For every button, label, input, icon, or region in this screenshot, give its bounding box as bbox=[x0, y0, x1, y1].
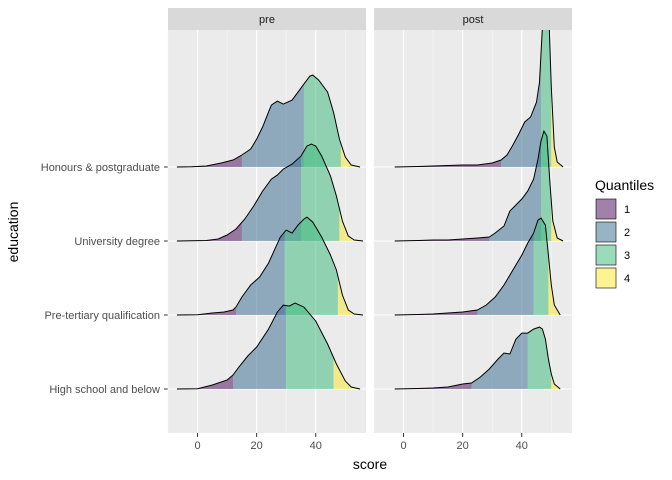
x-tick-label: 0 bbox=[194, 440, 200, 452]
ridge-university-degree bbox=[394, 129, 564, 242]
quantile-2-area bbox=[489, 141, 541, 241]
facet-panel-pre: pre bbox=[167, 8, 366, 433]
legend-key-2 bbox=[595, 221, 617, 243]
quantile-4-area bbox=[337, 276, 363, 315]
legend: Quantiles 1 2 3 4 bbox=[595, 177, 654, 289]
x-tick-label: 40 bbox=[310, 440, 322, 452]
facet-strip bbox=[374, 8, 572, 30]
y-tick-label: Honours & postgraduate bbox=[41, 162, 160, 174]
density-outline bbox=[394, 30, 564, 168]
quantile-1-area bbox=[394, 310, 478, 315]
legend-key-1 bbox=[595, 198, 617, 220]
density-outline bbox=[176, 216, 364, 316]
facet-strip-label: pre bbox=[259, 14, 275, 26]
y-tick-label: University degree bbox=[74, 236, 160, 248]
x-tick-label: 20 bbox=[251, 440, 263, 452]
legend-label-4: 4 bbox=[624, 273, 630, 285]
quantile-4-area bbox=[333, 357, 361, 389]
ridge-pre-tertiary-qualification bbox=[394, 217, 561, 316]
quantile-2-area bbox=[233, 305, 287, 389]
x-tick-labels: 0 20 40 0 20 40 bbox=[194, 433, 528, 452]
quantile-1-area bbox=[176, 307, 236, 315]
legend-label-1: 1 bbox=[624, 204, 630, 216]
quantile-2-area bbox=[236, 231, 285, 315]
x-axis-title: score bbox=[353, 456, 387, 472]
density-outline bbox=[394, 326, 561, 390]
ridges bbox=[394, 30, 564, 390]
y-tick-label: Pre-tertiary qualification bbox=[44, 310, 160, 322]
legend-key-4 bbox=[595, 267, 617, 289]
quantile-3-area bbox=[301, 144, 340, 241]
quantile-2-area bbox=[241, 84, 304, 167]
quantile-1-area bbox=[394, 237, 490, 241]
quantile-1-area bbox=[176, 155, 242, 167]
facet-panels: pre post bbox=[167, 8, 572, 433]
quantile-3-area bbox=[303, 75, 341, 167]
quantile-2-area bbox=[471, 333, 528, 389]
quantile-2-area bbox=[501, 54, 541, 167]
density-outline bbox=[394, 217, 561, 316]
legend-key-3 bbox=[595, 244, 617, 266]
density-outline bbox=[176, 302, 361, 390]
quantile-3-area bbox=[286, 303, 334, 389]
x-tick-label: 0 bbox=[400, 440, 406, 452]
facet-strip bbox=[168, 8, 366, 30]
ridges bbox=[176, 74, 364, 390]
ridge-honours-postgraduate bbox=[176, 74, 361, 168]
quantile-4-area bbox=[551, 374, 561, 389]
quantile-1-area bbox=[176, 375, 233, 389]
ridge-high-school-and-below bbox=[176, 302, 361, 390]
legend-title: Quantiles bbox=[595, 177, 654, 193]
legend-label-3: 3 bbox=[624, 250, 630, 262]
density-outline bbox=[176, 74, 361, 168]
x-tick-label: 40 bbox=[516, 440, 528, 452]
quantile-2-area bbox=[477, 233, 534, 315]
quantile-4-area bbox=[339, 208, 363, 241]
quantile-3-area bbox=[541, 131, 552, 241]
ridge-high-school-and-below bbox=[394, 326, 561, 390]
facet-strip-label: post bbox=[463, 14, 484, 26]
density-outline bbox=[394, 129, 564, 242]
y-tick-label: High school and below bbox=[49, 384, 160, 396]
ridge-university-degree bbox=[176, 143, 364, 242]
ridge-pre-tertiary-qualification bbox=[176, 216, 364, 316]
quantile-3-area bbox=[527, 327, 552, 389]
facet-panel-post: post bbox=[373, 8, 572, 433]
density-outline bbox=[176, 143, 364, 242]
quantile-4-area bbox=[548, 255, 561, 315]
y-axis-title: education bbox=[5, 202, 21, 263]
quantile-4-area bbox=[340, 143, 361, 167]
quantile-2-area bbox=[241, 156, 301, 241]
quantile-3-area bbox=[533, 218, 549, 315]
quantile-3-area bbox=[284, 217, 338, 315]
legend-label-2: 2 bbox=[624, 227, 630, 239]
y-tick-labels: High school and below Pre-tertiary qualif… bbox=[41, 162, 168, 396]
quantile-1-area bbox=[176, 222, 242, 241]
quantile-4-area bbox=[551, 201, 564, 241]
quantile-1-area bbox=[394, 383, 472, 389]
x-tick-label: 20 bbox=[457, 440, 469, 452]
